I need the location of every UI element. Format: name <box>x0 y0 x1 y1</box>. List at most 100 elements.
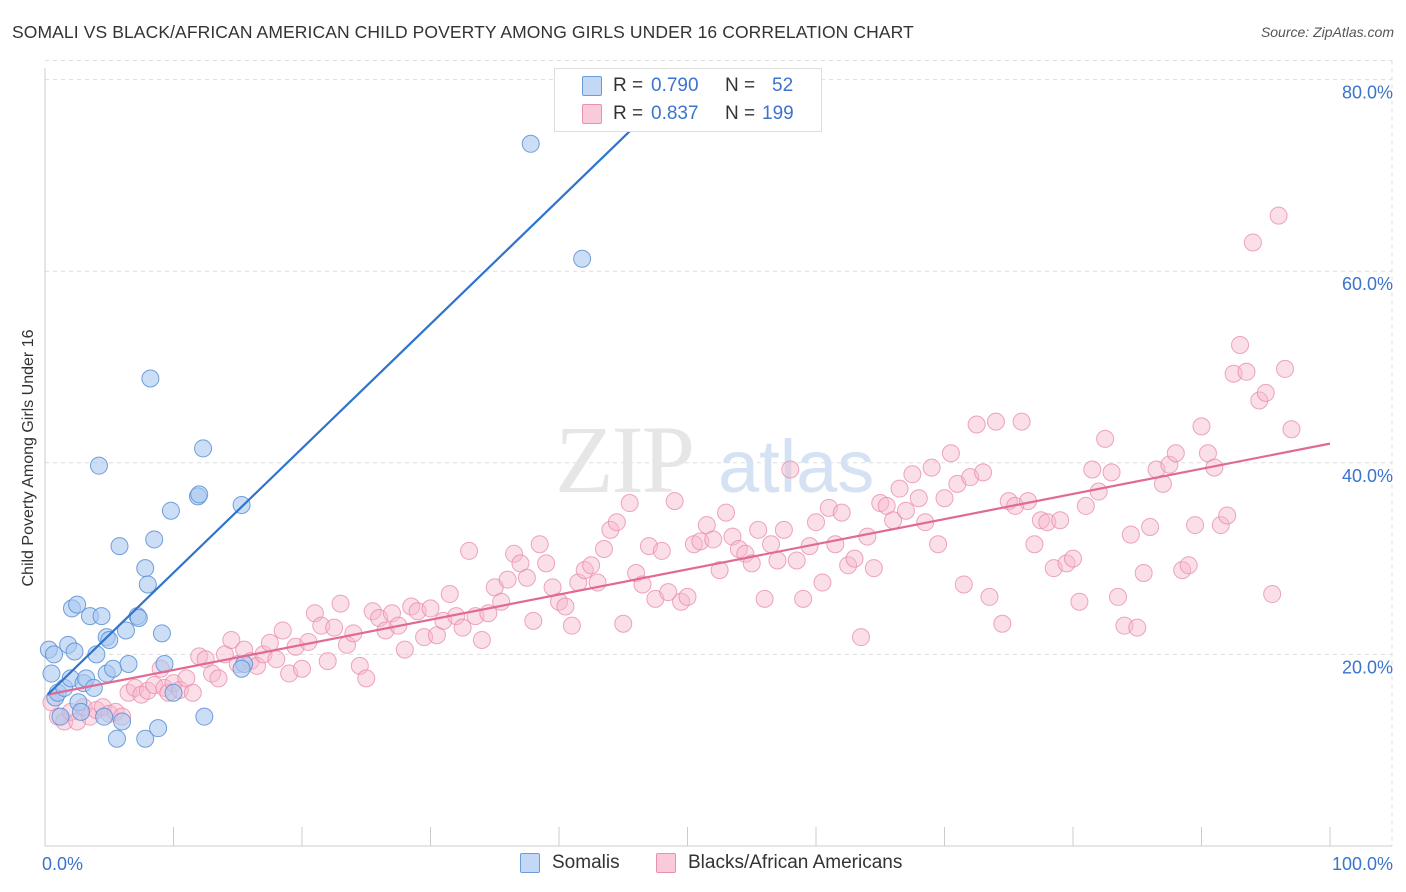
data-point-blacks <box>864 559 883 578</box>
data-point-blacks <box>768 551 787 570</box>
data-point-blacks <box>813 573 832 592</box>
data-point-somalis <box>149 719 168 738</box>
legend-swatch-blacks <box>656 853 676 873</box>
data-point-blacks <box>222 631 241 650</box>
data-point-somalis <box>145 530 164 549</box>
stat-n-label: N = <box>725 75 756 96</box>
trend-line-somalis <box>46 93 669 696</box>
data-point-somalis <box>42 664 61 683</box>
legend-item-somalis: Somalis <box>520 852 620 874</box>
data-point-blacks <box>1192 417 1211 436</box>
watermark-zip: ZIP <box>555 406 693 513</box>
data-point-blacks <box>1051 511 1070 530</box>
watermark-atlas: atlas <box>718 425 874 508</box>
data-point-blacks <box>903 465 922 484</box>
data-point-blacks <box>530 535 549 554</box>
stat-r-value: 0.837 <box>651 103 699 124</box>
stats-legend-box: R = 0.790 N = 52 R = 0.837 N = 199 <box>554 68 822 132</box>
data-point-blacks <box>909 489 928 508</box>
data-point-blacks <box>318 652 337 671</box>
data-point-blacks <box>1089 482 1108 501</box>
blacks-swatch <box>582 104 602 124</box>
data-point-blacks <box>562 616 581 635</box>
data-point-somalis <box>194 439 213 458</box>
data-point-blacks <box>993 614 1012 633</box>
legend-label-blacks: Blacks/African Americans <box>688 852 903 873</box>
data-point-blacks <box>357 669 376 688</box>
data-point-blacks <box>537 554 556 573</box>
data-point-blacks <box>954 575 973 594</box>
data-point-blacks <box>633 575 652 594</box>
data-point-blacks <box>440 585 459 604</box>
data-point-blacks <box>1160 455 1179 474</box>
y-axis-label: Child Poverty Among Girls Under 16 <box>20 329 37 586</box>
y-tick-label: 80.0% <box>1342 83 1393 103</box>
data-point-blacks <box>974 463 993 482</box>
y-tick-label: 20.0% <box>1342 657 1393 677</box>
data-point-blacks <box>594 540 613 559</box>
data-point-blacks <box>421 599 440 618</box>
data-point-blacks <box>890 479 909 498</box>
trend-lines <box>46 93 1331 696</box>
data-point-blacks <box>453 618 472 637</box>
data-point-blacks <box>807 513 825 532</box>
data-point-blacks <box>941 444 960 463</box>
data-point-blacks <box>742 554 761 573</box>
data-point-somalis <box>195 707 214 726</box>
x-tick-label: 0.0% <box>42 854 83 874</box>
data-point-blacks <box>1231 335 1250 354</box>
data-point-blacks <box>614 614 633 633</box>
data-point-somalis <box>100 631 119 650</box>
data-point-blacks <box>929 535 948 554</box>
stat-n-value: 52 <box>772 75 794 96</box>
data-point-blacks <box>839 556 858 575</box>
data-point-blacks <box>774 520 793 539</box>
axes <box>44 68 1392 847</box>
data-point-blacks <box>896 501 915 520</box>
data-point-blacks <box>1218 506 1237 525</box>
data-point-blacks <box>659 583 678 602</box>
stat-n-value: 199 <box>762 103 794 124</box>
data-point-somalis <box>104 659 123 678</box>
data-point-somalis <box>521 134 540 153</box>
data-point-blacks <box>627 563 646 582</box>
data-point-blacks <box>845 549 864 568</box>
data-point-blacks <box>472 631 491 650</box>
data-point-blacks <box>1276 359 1295 378</box>
data-point-somalis <box>136 729 155 748</box>
bottom-legend: Somalis Blacks/African Americans <box>0 850 1406 880</box>
data-point-blacks <box>620 494 639 513</box>
data-point-somalis <box>129 608 148 627</box>
stat-r-value: 0.790 <box>651 75 699 96</box>
data-point-blacks <box>1102 463 1121 482</box>
data-point-somalis <box>119 654 138 673</box>
data-point-blacks <box>665 492 684 511</box>
data-point-somalis <box>89 456 108 475</box>
data-point-blacks <box>717 503 736 522</box>
data-point-blacks <box>395 640 414 659</box>
data-point-blacks <box>986 412 1005 431</box>
data-point-somalis <box>161 501 180 520</box>
data-point-blacks <box>1250 391 1269 410</box>
data-point-blacks <box>607 513 626 532</box>
data-point-somalis <box>232 659 251 678</box>
legend-swatch-somalis <box>520 853 540 873</box>
data-point-blacks <box>1243 233 1262 252</box>
data-point-somalis <box>95 707 114 726</box>
data-point-somalis <box>164 683 183 702</box>
data-point-blacks <box>582 556 601 575</box>
data-point-blacks <box>755 589 774 608</box>
data-point-somalis <box>141 369 160 388</box>
data-point-somalis <box>44 645 63 664</box>
data-point-blacks <box>935 489 954 508</box>
data-point-blacks <box>1121 525 1140 544</box>
data-point-blacks <box>762 535 781 554</box>
data-point-blacks <box>1141 517 1160 536</box>
data-point-blacks <box>1076 496 1095 515</box>
data-point-blacks <box>1083 460 1102 479</box>
x-tick-label: 100.0% <box>1332 854 1393 874</box>
somalis-swatch <box>582 76 602 96</box>
data-point-somalis <box>152 624 171 643</box>
data-point-blacks <box>183 683 202 702</box>
data-point-blacks <box>781 460 800 479</box>
